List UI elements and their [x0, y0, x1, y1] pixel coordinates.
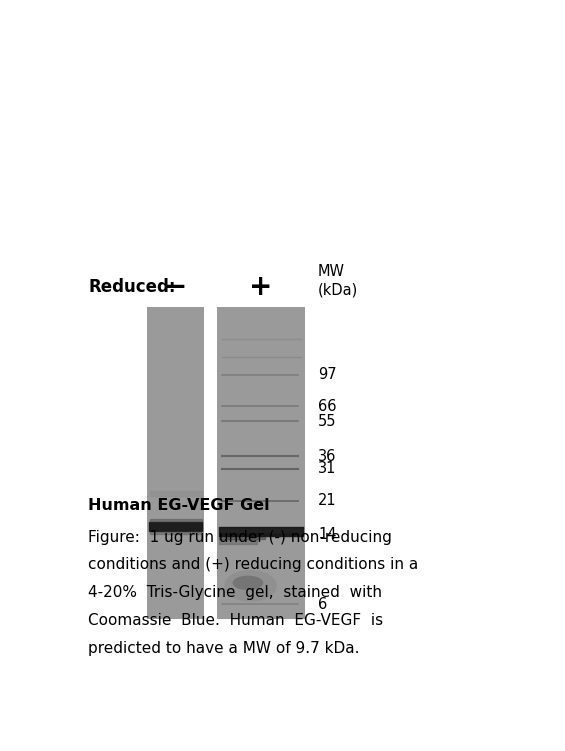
- Text: 31: 31: [318, 461, 336, 476]
- Text: 97: 97: [318, 367, 337, 382]
- Text: −: −: [164, 273, 188, 300]
- Ellipse shape: [224, 570, 277, 602]
- Text: predicted to have a MW of 9.7 kDa.: predicted to have a MW of 9.7 kDa.: [88, 641, 360, 656]
- Text: 4-20%  Tris-Glycine  gel,  stained  with: 4-20% Tris-Glycine gel, stained with: [88, 585, 382, 600]
- Text: 36: 36: [318, 449, 336, 464]
- Bar: [147, 307, 204, 620]
- Text: +: +: [249, 273, 273, 300]
- Ellipse shape: [233, 576, 263, 590]
- Text: 55: 55: [318, 414, 337, 429]
- Text: Human EG-VEGF Gel: Human EG-VEGF Gel: [88, 498, 270, 513]
- Text: 6: 6: [318, 597, 327, 612]
- Text: MW
(kDa): MW (kDa): [318, 264, 358, 297]
- Bar: [218, 307, 305, 620]
- Text: conditions and (+) reducing conditions in a: conditions and (+) reducing conditions i…: [88, 557, 419, 572]
- Text: 14: 14: [318, 526, 337, 541]
- Text: 66: 66: [318, 399, 337, 414]
- Text: 21: 21: [318, 493, 337, 508]
- Text: Reduced:: Reduced:: [88, 278, 176, 296]
- Text: Coomassie  Blue.  Human  EG-VEGF  is: Coomassie Blue. Human EG-VEGF is: [88, 613, 383, 628]
- Text: Figure:  1 ug run under (-) non-reducing: Figure: 1 ug run under (-) non-reducing: [88, 529, 392, 544]
